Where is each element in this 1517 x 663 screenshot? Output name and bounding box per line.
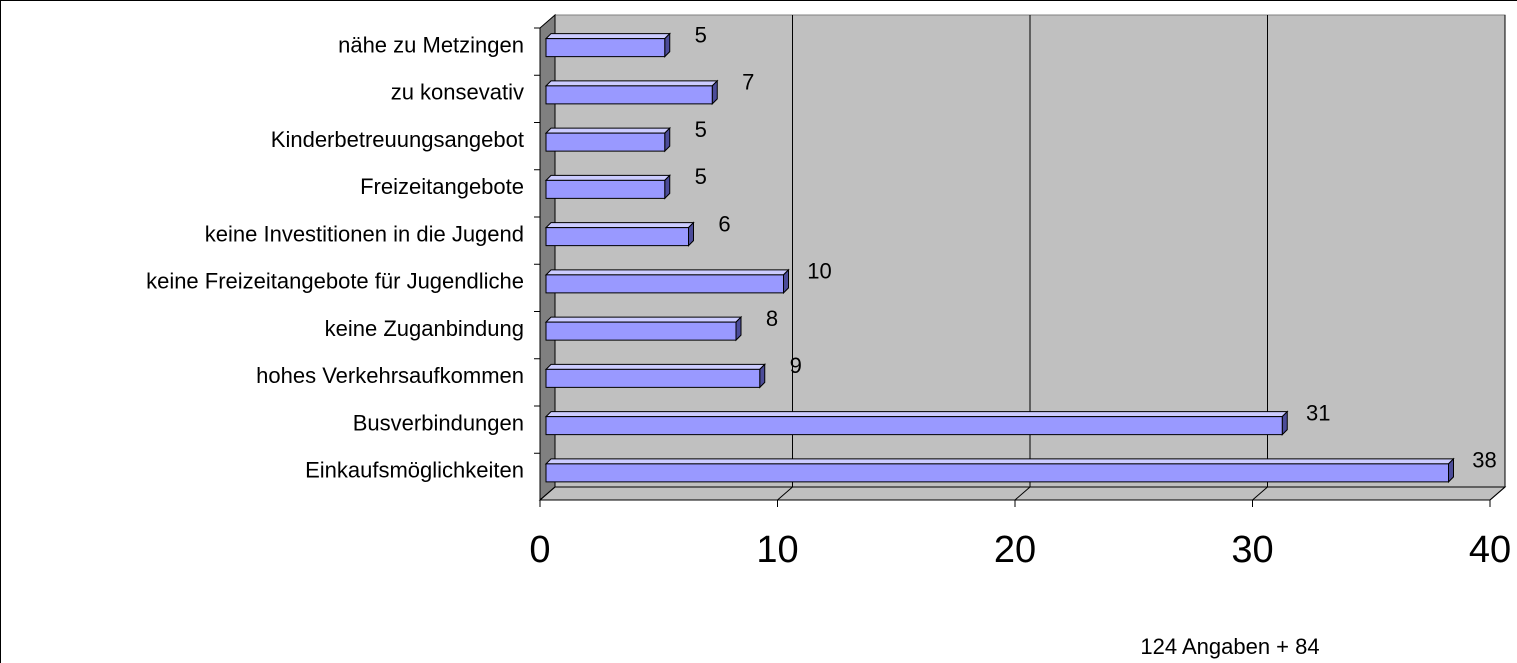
bar-face bbox=[545, 179, 666, 199]
bar-face bbox=[545, 321, 737, 341]
x-tick-label: 20 bbox=[994, 529, 1036, 571]
bar-face bbox=[545, 227, 689, 247]
x-tick-label: 0 bbox=[529, 529, 550, 571]
bar-face bbox=[544, 411, 1289, 418]
x-tick-label: 30 bbox=[1231, 529, 1273, 571]
y-tick-label: Freizeitangebote bbox=[360, 174, 524, 199]
bar-face bbox=[544, 316, 743, 323]
bar-face bbox=[544, 269, 790, 276]
bar bbox=[544, 32, 671, 58]
value-label: 5 bbox=[695, 22, 707, 47]
y-tick-label: nähe zu Metzingen bbox=[338, 32, 524, 57]
y-tick-label: Kinderbetreuungsangebot bbox=[271, 127, 524, 152]
bar-face bbox=[544, 33, 671, 40]
value-label: 9 bbox=[790, 353, 802, 378]
y-tick-label: keine Investitionen in die Jugend bbox=[205, 221, 524, 246]
bar-face bbox=[544, 174, 671, 181]
floor-grid-line bbox=[1252, 486, 1268, 501]
bar bbox=[544, 221, 695, 247]
y-tick-label: Einkaufsmöglichkeiten bbox=[305, 458, 524, 483]
value-label: 6 bbox=[718, 211, 730, 236]
value-label: 5 bbox=[695, 117, 707, 142]
bar-face bbox=[544, 222, 695, 229]
y-tick-label: hohes Verkehrsaufkommen bbox=[256, 363, 524, 388]
x-tick-label: 10 bbox=[756, 529, 798, 571]
bar-face bbox=[545, 274, 784, 294]
bar-face bbox=[545, 368, 761, 388]
y-tick-label: keine Zuganbindung bbox=[325, 316, 524, 341]
bar bbox=[544, 315, 743, 342]
annotation: 124 Angaben + 84 bbox=[1140, 634, 1319, 659]
y-tick-label: keine Freizeitangebote für Jugendliche bbox=[146, 269, 524, 294]
bar-face bbox=[544, 127, 671, 134]
floor-grid-line bbox=[539, 486, 556, 501]
floor-grid-line bbox=[1489, 486, 1506, 501]
x-tick-label: 40 bbox=[1469, 529, 1511, 571]
value-label: 38 bbox=[1472, 448, 1496, 473]
bar-face bbox=[545, 463, 1449, 483]
bar bbox=[544, 410, 1289, 436]
floor-grid-line bbox=[777, 486, 793, 501]
bar-face bbox=[544, 363, 766, 370]
bar-face bbox=[544, 80, 719, 87]
value-label: 7 bbox=[742, 70, 754, 95]
bar bbox=[544, 457, 1455, 484]
y-tick-label: Busverbindungen bbox=[353, 410, 524, 435]
value-label: 5 bbox=[695, 164, 707, 189]
bar-face bbox=[544, 458, 1455, 465]
bar bbox=[544, 268, 790, 295]
bar bbox=[544, 79, 719, 106]
bar bbox=[544, 174, 671, 200]
floor-grid-line bbox=[1014, 486, 1031, 501]
bar-face bbox=[545, 416, 1283, 436]
bar-face bbox=[545, 38, 666, 58]
bar bbox=[544, 126, 671, 153]
bar-face bbox=[545, 85, 713, 105]
value-label: 31 bbox=[1306, 400, 1330, 425]
y-tick-label: zu konsevativ bbox=[391, 80, 524, 105]
bar bbox=[544, 363, 766, 389]
value-label: 8 bbox=[766, 306, 778, 331]
value-label: 10 bbox=[807, 259, 831, 284]
bar-face bbox=[545, 132, 666, 152]
